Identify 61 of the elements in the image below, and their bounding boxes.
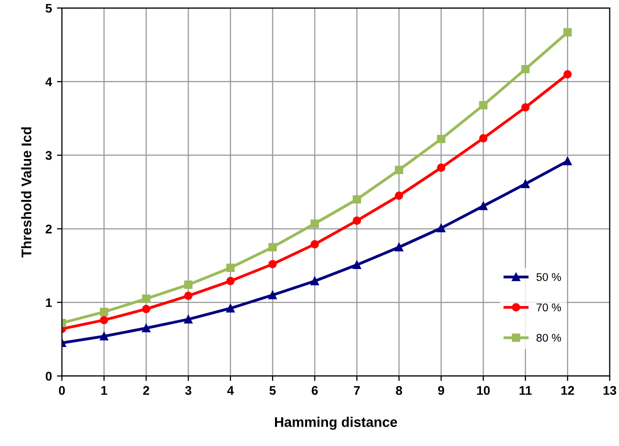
point	[394, 243, 404, 252]
x-tick-label: 13	[604, 386, 616, 395]
point	[226, 304, 235, 312]
y-tick-label: 3	[46, 151, 52, 160]
point	[184, 315, 192, 324]
y-tick-label: 2	[46, 224, 52, 234]
point	[479, 202, 488, 210]
x-tick-label: 3	[185, 386, 192, 395]
x-tick-label: 1	[101, 386, 108, 395]
x-tick-label: 8	[396, 386, 402, 395]
point	[521, 180, 530, 188]
point	[142, 294, 150, 303]
point	[563, 156, 572, 166]
y-tick-label: 4	[45, 78, 52, 86]
x-axis-title: Hamming distance	[274, 416, 398, 430]
point	[563, 70, 572, 78]
x-tick-label: 11	[520, 386, 532, 395]
point	[479, 134, 488, 142]
x-tick-label: 10	[477, 386, 490, 395]
point	[100, 316, 108, 324]
point	[479, 101, 488, 110]
legend-label: 70 %	[536, 303, 561, 312]
point	[226, 276, 235, 286]
legend-label: 80 %	[536, 334, 561, 342]
point	[142, 304, 150, 314]
x-tick-label: 5	[270, 386, 276, 395]
point	[142, 324, 150, 332]
point	[100, 308, 108, 316]
point	[268, 260, 277, 268]
x-tick-label: 12	[561, 386, 574, 395]
point	[521, 103, 530, 112]
point	[436, 224, 446, 232]
x-tick-label: 2	[143, 386, 150, 395]
point	[100, 332, 108, 340]
point	[436, 164, 446, 172]
point	[394, 192, 404, 200]
point	[310, 276, 319, 286]
point	[310, 219, 319, 228]
point	[563, 28, 572, 36]
point	[184, 292, 192, 300]
y-tick-label: 0	[46, 372, 52, 381]
legend-label: 50 %	[536, 273, 561, 281]
x-tick-label: 6	[312, 386, 318, 395]
point	[268, 290, 277, 300]
x-tick-label: 7	[354, 386, 360, 395]
point	[521, 64, 530, 74]
point	[226, 264, 235, 272]
y-tick-label: 1	[46, 298, 52, 307]
x-tick-label: 4	[227, 386, 234, 395]
point	[310, 240, 319, 248]
point	[436, 134, 446, 144]
point	[394, 166, 404, 174]
point	[352, 260, 362, 270]
x-tick-label: 0	[58, 386, 65, 395]
y-axis-title: Threshold Value Icd	[21, 127, 32, 258]
point	[184, 280, 192, 289]
point	[352, 195, 362, 204]
point	[352, 216, 362, 225]
point	[268, 243, 277, 252]
x-tick-label: 9	[438, 386, 444, 395]
y-tick-label: 5	[46, 4, 52, 13]
